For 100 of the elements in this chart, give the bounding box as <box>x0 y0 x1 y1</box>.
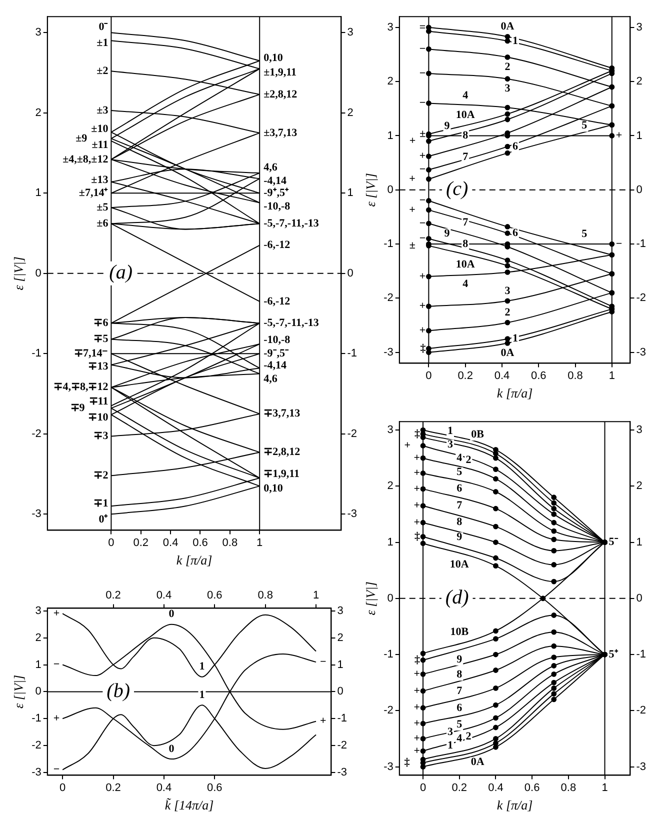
annotation: + <box>414 668 420 680</box>
annotation: 5⁺ <box>608 648 618 660</box>
annotation: -10,-8 <box>264 200 291 213</box>
annotation: 7 <box>462 151 469 163</box>
y2-tick-label: 2 <box>636 76 642 88</box>
y-tick-label: 1 <box>35 187 42 200</box>
annotation: − <box>419 67 426 80</box>
y2-tick-label: -2 <box>337 740 347 752</box>
y2-tick-label: 3 <box>337 604 344 617</box>
y-tick-label: 0 <box>387 184 394 196</box>
annotation: 1 <box>448 425 454 438</box>
annotation: 8 <box>462 238 469 250</box>
annotation: ±2 <box>96 65 109 78</box>
annotation: ‡ <box>414 428 421 440</box>
annotation: ±4,±8,±12 <box>62 153 109 166</box>
y-tick-label: 1 <box>35 658 42 671</box>
annotation: + <box>419 270 426 282</box>
annotation: − <box>419 42 426 55</box>
annotation: 5 <box>582 120 588 132</box>
annotation: 9 <box>444 227 450 240</box>
annotation: + <box>414 516 420 528</box>
x-axis-title: k̃ [14π/a] <box>164 798 214 813</box>
annotation: ‡ <box>404 756 410 769</box>
y-tick-label: -2 <box>384 704 394 717</box>
annotation: ∓2,8,12 <box>264 446 301 458</box>
annotation: ‡ <box>414 654 421 666</box>
annotation: 10B <box>450 626 470 638</box>
y-tick-label: -3 <box>384 760 394 773</box>
y2-tick-label: -3 <box>636 760 646 773</box>
annotation: ± <box>420 128 426 140</box>
y2-tick-label: -3 <box>337 766 347 779</box>
annotation: 1 <box>512 332 518 345</box>
annotation: − <box>320 656 326 668</box>
annotation: 10A <box>450 558 469 570</box>
y2-tick-label: -2 <box>636 704 646 717</box>
annotation: − <box>419 164 426 176</box>
y-tick-label: 1 <box>387 130 394 142</box>
text: (d) <box>445 586 470 609</box>
annotation: 4 <box>456 732 463 744</box>
annotation: + <box>414 744 420 757</box>
y2-tick-label: 0 <box>337 686 344 698</box>
annotation: 5 <box>582 228 588 240</box>
annotation: 3 <box>448 438 454 451</box>
y2-tick-label: 0 <box>636 592 642 604</box>
annotation: ‡ <box>414 530 421 543</box>
annotation: + <box>414 452 420 464</box>
y-tick-label: -1 <box>32 712 42 725</box>
annotation: -4,14 <box>264 174 288 187</box>
annotation: 4 <box>456 452 463 464</box>
x-tick-label: 0 <box>108 536 114 549</box>
annotation: 0⁻ <box>98 20 108 33</box>
annotation: 4 <box>462 89 469 102</box>
annotation: − <box>419 232 426 244</box>
annotation: 6 <box>512 227 518 240</box>
annotation: 1 <box>448 739 454 752</box>
annotation: ‡ <box>420 342 426 354</box>
annotation: 4,6 <box>264 161 278 174</box>
annotation: − <box>419 97 426 110</box>
annotation: 1 <box>199 660 205 673</box>
y-tick-label: 0 <box>35 267 42 280</box>
y-tick-label: 0 <box>387 592 394 604</box>
annotation: -9⁻,5⁻ <box>264 347 290 360</box>
annotation: − <box>419 217 426 230</box>
x-tick-label: 1 <box>256 536 263 549</box>
annotation: − <box>53 658 60 671</box>
y-tick-label: 3 <box>387 21 394 34</box>
annotation: + <box>419 324 426 337</box>
y-axis-title: ε [|V|] <box>363 173 378 207</box>
annotation: − <box>53 764 60 776</box>
annotation: 1 <box>512 34 518 47</box>
annotation: 2 <box>466 454 472 466</box>
annotation: 9 <box>444 120 450 132</box>
annotation: − <box>616 238 622 250</box>
annotation: ∓1,9,11 <box>264 468 300 480</box>
annotation: 2 <box>504 306 511 318</box>
annotation: ±6 <box>96 217 109 230</box>
annotation: -5,-7,-11,-13 <box>264 217 320 230</box>
x-tick-label: 0 <box>426 370 432 382</box>
y-tick-label: -3 <box>32 508 42 520</box>
annotation: + <box>414 500 420 512</box>
x2-tick-label: 0.4 <box>156 590 172 602</box>
y2-tick-label: -1 <box>636 238 646 250</box>
annotation: 4 <box>462 278 469 290</box>
x-tick-label: 1 <box>608 370 615 382</box>
y-axis-title: ε [|V|] <box>11 256 26 290</box>
annotation: ∓5 <box>94 333 109 346</box>
y2-tick-label: -3 <box>347 508 357 520</box>
annotation: 0A <box>470 756 484 768</box>
annotation: + <box>414 684 420 697</box>
y2-tick-label: 1 <box>347 187 354 200</box>
x-axis-title: k [π/a] <box>496 386 533 401</box>
y-axis-title: ε [|V|] <box>363 582 378 616</box>
x2-tick-label: 0.2 <box>106 590 121 602</box>
x2-tick-label: 1 <box>312 590 320 602</box>
x-tick-label: 0.2 <box>133 536 149 549</box>
y-tick-label: 0 <box>35 686 42 698</box>
x2-tick-label: 0.6 <box>206 590 222 602</box>
x-tick-label: 0.8 <box>568 370 583 382</box>
annotation: + <box>419 150 426 162</box>
y-tick-label: 2 <box>35 106 42 119</box>
